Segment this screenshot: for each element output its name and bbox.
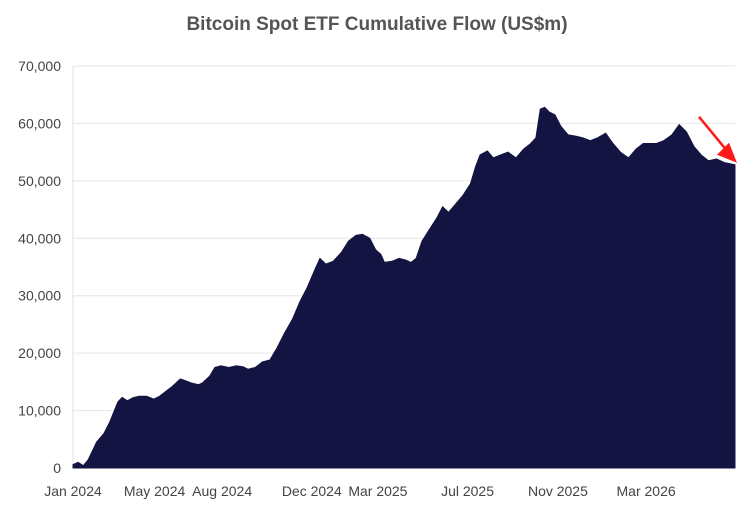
x-tick-label: Mar 2025	[348, 483, 407, 499]
y-tick-label: 70,000	[18, 58, 61, 74]
annotation-arrow-shaft	[698, 115, 728, 152]
x-tick-label: Dec 2024	[282, 483, 342, 499]
y-tick-label: 30,000	[18, 288, 61, 304]
cumulative-flow-area	[72, 106, 736, 469]
y-tick-label: 50,000	[18, 173, 61, 189]
x-tick-label: Jan 2024	[44, 483, 102, 499]
y-tick-label: 60,000	[18, 115, 61, 131]
annotation-arrow-head	[717, 142, 737, 163]
y-tick-label: 0	[53, 460, 61, 476]
y-tick-label: 40,000	[18, 230, 61, 246]
x-tick-label: Mar 2026	[617, 483, 676, 499]
x-tick-label: Jul 2025	[441, 483, 494, 499]
x-tick-label: May 2024	[124, 483, 186, 499]
y-tick-label: 20,000	[18, 345, 61, 361]
x-tick-label: Nov 2025	[528, 483, 588, 499]
x-tick-label: Aug 2024	[192, 483, 252, 499]
chart-title: Bitcoin Spot ETF Cumulative Flow (US$m)	[186, 14, 568, 35]
y-tick-label: 10,000	[18, 403, 61, 419]
